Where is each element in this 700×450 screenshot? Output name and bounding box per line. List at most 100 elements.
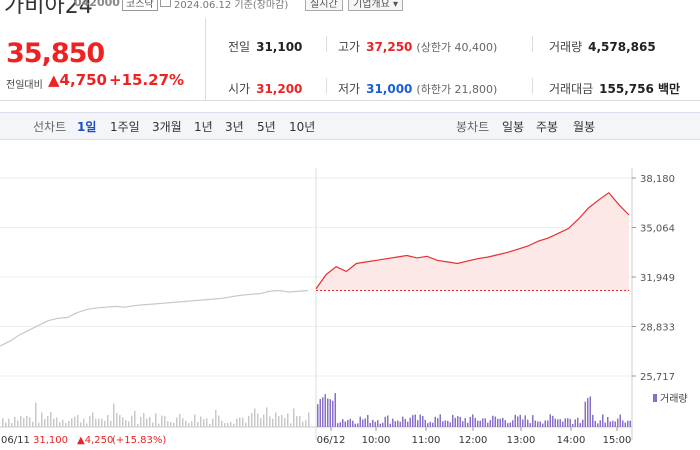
volume-bar [8, 418, 10, 427]
volume-bar [407, 421, 409, 427]
volume-bar [462, 421, 464, 427]
volume-bar [80, 422, 82, 427]
today-line [315, 191, 630, 290]
volume-bar [329, 399, 331, 427]
volume-bar [230, 421, 232, 427]
volume-bar [197, 422, 199, 427]
volume-bar [404, 419, 406, 427]
volume-bar [131, 415, 133, 427]
divider [532, 78, 533, 94]
volume-bar [275, 412, 277, 427]
volume-bar [167, 421, 169, 427]
volume-bar [86, 423, 88, 427]
volume-bar [77, 414, 79, 427]
volume-bar [614, 421, 616, 427]
trade-amount: 거래대금 155,756 백만 [549, 80, 680, 97]
volume-bar [572, 423, 574, 427]
volume-bar [62, 419, 64, 427]
volume-bar [278, 416, 280, 427]
volume-bar [203, 419, 205, 427]
volume-bar [542, 423, 544, 427]
volume-bar [409, 417, 411, 427]
volume-label: 거래량 [549, 40, 583, 54]
volume-bar [397, 420, 399, 427]
volume-bar [527, 419, 529, 427]
volume-bar [164, 416, 166, 427]
volume-bar [574, 419, 576, 427]
volume-bar [507, 423, 509, 427]
volume-bar [324, 394, 326, 427]
volume-bar [119, 415, 121, 427]
volume-bar [509, 422, 511, 427]
tab-10year[interactable]: 10년 [289, 120, 316, 134]
volume-bar [71, 418, 73, 427]
tab-1day[interactable]: 1일 [77, 120, 97, 134]
volume-bar [429, 421, 431, 427]
volume-bar [20, 416, 22, 427]
tab-weekly-candle[interactable]: 주봉 [536, 120, 559, 134]
volume-bar [260, 418, 262, 427]
volume-bar [609, 421, 611, 427]
tab-1week[interactable]: 1주일 [110, 120, 140, 134]
low-label: 저가 [338, 82, 361, 96]
volume-bar [287, 413, 289, 427]
volume-bar [251, 413, 253, 427]
volume-bar [472, 414, 474, 427]
volume-bar [504, 420, 506, 427]
volume-bar [266, 407, 268, 427]
volume-bar [242, 417, 244, 427]
volume-bar [577, 417, 579, 427]
tab-5year[interactable]: 5년 [257, 120, 276, 134]
volume-bar [137, 423, 139, 427]
y-tick-label: 31,949 [640, 273, 675, 284]
volume-bar [32, 421, 34, 427]
volume-bar [122, 417, 124, 427]
volume-bar [104, 420, 106, 427]
tab-1year[interactable]: 1년 [194, 120, 213, 134]
volume-bar [467, 422, 469, 427]
stock-header: 가비아24 042000 코스닥 2024.06.12 기준(장마감) 실시간 … [0, 0, 700, 14]
volume-bar [544, 420, 546, 427]
volume-bar [236, 418, 238, 427]
realtime-button[interactable]: 실시간 [305, 0, 343, 11]
upper-limit: (상한가 40,400) [416, 41, 498, 54]
volume-bar [17, 420, 19, 427]
y-tick-label: 25,717 [640, 372, 675, 383]
prev-close: 전일 31,100 [228, 38, 302, 55]
x-tick-label: 06/12 [317, 435, 346, 446]
volume-bar [442, 421, 444, 427]
volume-bar [158, 423, 160, 427]
volume-bar [454, 417, 456, 427]
volume-bar [482, 418, 484, 427]
tab-3month[interactable]: 3개월 [152, 120, 182, 134]
volume-bar [95, 418, 97, 427]
volume-bar [140, 416, 142, 427]
volume-bar [110, 420, 112, 427]
volume-bar [352, 420, 354, 427]
volume-bar [369, 422, 371, 427]
prev-day-line [0, 289, 309, 347]
volume-bar [612, 420, 614, 427]
stock-name: 가비아24 [4, 0, 93, 14]
volume-bar [170, 421, 172, 427]
tab-daily-candle[interactable]: 일봉 [502, 120, 525, 134]
company-overview-button[interactable]: 기업개요 ▾ [348, 0, 403, 11]
volume-bar [215, 409, 217, 427]
volume-bar [5, 422, 7, 427]
volume-bar [464, 418, 466, 427]
high-price: 고가 37,250 (상한가 40,400) [338, 38, 497, 55]
volume-bar [89, 415, 91, 427]
volume-bar [437, 418, 439, 427]
volume-bar [308, 412, 310, 427]
volume-bar [512, 420, 514, 427]
volume-bar [419, 414, 421, 427]
tab-3year[interactable]: 3년 [225, 120, 244, 134]
prev-day-close: 31,100 [33, 435, 68, 446]
volume-bar [384, 416, 386, 427]
volume-bar [592, 414, 594, 427]
tab-monthly-candle[interactable]: 월봉 [573, 120, 596, 134]
volume-bar [372, 419, 374, 427]
volume-bar [245, 422, 247, 427]
volume-bar [412, 415, 414, 427]
volume-bar [469, 416, 471, 427]
